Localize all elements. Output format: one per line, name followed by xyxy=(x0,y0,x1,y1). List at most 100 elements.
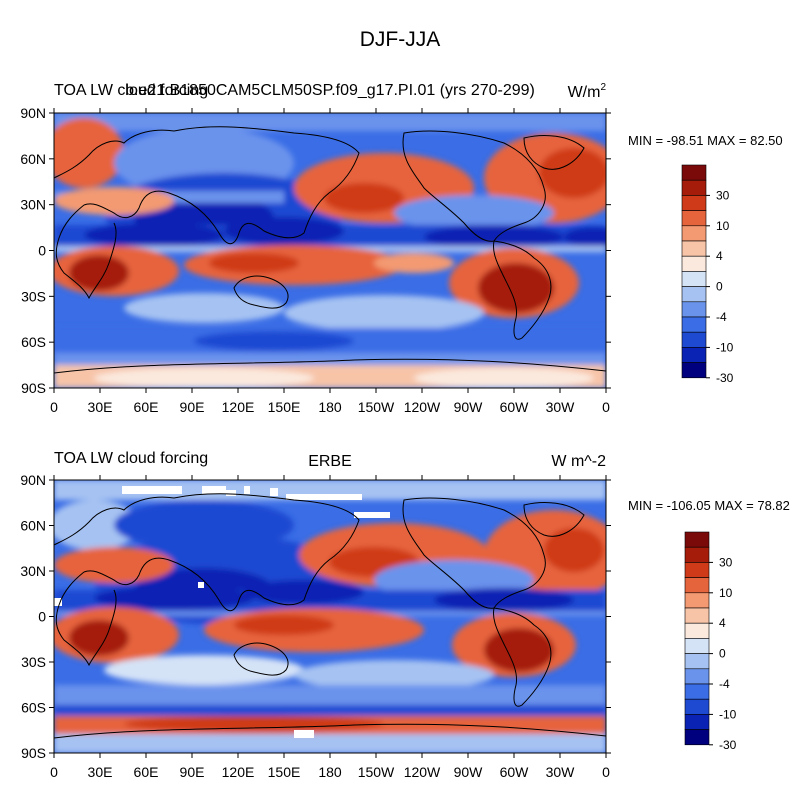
lon-label: 150W xyxy=(358,399,395,415)
lon-label: 30E xyxy=(88,399,113,415)
colorbar-swatch xyxy=(681,210,707,227)
lat-label: 30S xyxy=(21,288,46,304)
lat-label: 90N xyxy=(20,105,46,121)
figure-title: DJF-JJA xyxy=(360,28,441,51)
panel1-center-title: b.e21.B1850CAM5CLM50SP.f09_g17.PI.01 (yr… xyxy=(125,82,535,99)
lon-label: 150E xyxy=(268,764,301,780)
colorbar-label: -10 xyxy=(716,340,734,354)
colorbar-swatch xyxy=(681,362,707,379)
colorbar-swatch xyxy=(684,622,710,639)
colorbar-swatch xyxy=(684,577,710,594)
lat-label: 60N xyxy=(20,151,46,167)
colorbar-swatch xyxy=(681,179,707,196)
colorbar-label: 4 xyxy=(716,249,723,263)
colorbar-label: -4 xyxy=(719,677,730,691)
colorbar-label: 30 xyxy=(719,555,733,569)
lat-label: 0 xyxy=(38,609,46,625)
lat-label: 90S xyxy=(21,745,46,761)
panel1-stats: MIN = -98.51 MAX = 82.50 xyxy=(628,133,783,148)
panel1-colorbar: 30 10 4 0 -4 -10 -30 xyxy=(681,164,734,385)
panel-model: TOA LW cloud forcing b.e21.B1850CAM5CLM5… xyxy=(20,82,782,415)
lat-label: 60N xyxy=(20,518,46,534)
lon-label: 90W xyxy=(454,764,484,780)
colorbar-swatch xyxy=(684,546,710,563)
colorbar-label: 30 xyxy=(716,188,730,202)
lon-label: 120W xyxy=(404,399,441,415)
colorbar-swatch xyxy=(684,592,710,609)
lat-label: 60S xyxy=(21,700,46,716)
colorbar-swatch xyxy=(681,347,707,363)
colorbar-swatch xyxy=(684,668,710,685)
lon-label: 60W xyxy=(500,399,530,415)
lon-label: 90W xyxy=(454,399,484,415)
colorbar-label: -10 xyxy=(719,707,737,721)
panel2-map xyxy=(54,480,606,753)
colorbar-swatch xyxy=(681,331,707,348)
lon-label: 0 xyxy=(50,764,58,780)
colorbar-swatch xyxy=(684,531,710,548)
colorbar-label: 4 xyxy=(719,616,726,630)
lon-label: 120E xyxy=(222,764,255,780)
panel1-units: W/m2 xyxy=(568,82,607,101)
lat-label: 30N xyxy=(20,197,46,213)
colorbar-label: 10 xyxy=(719,586,733,600)
colorbar-swatch xyxy=(684,607,710,624)
lat-label: 30N xyxy=(20,563,46,579)
lon-label: 60E xyxy=(134,764,159,780)
colorbar-label: -4 xyxy=(716,310,727,324)
colorbar-label: -30 xyxy=(719,738,737,752)
lon-label: 0 xyxy=(50,399,58,415)
panel2-units: W m^-2 xyxy=(551,453,606,470)
colorbar-swatch xyxy=(684,638,710,654)
colorbar-swatch xyxy=(681,225,707,242)
lon-label: 0 xyxy=(602,764,610,780)
lon-label: 150W xyxy=(358,764,395,780)
colorbar-swatch xyxy=(681,164,707,181)
colorbar-swatch xyxy=(684,729,710,746)
lon-label: 0 xyxy=(602,399,610,415)
panel-observations: TOA LW cloud forcing ERBE W m^-2 xyxy=(20,450,790,780)
colorbar-swatch xyxy=(681,195,707,211)
lon-label: 30E xyxy=(88,764,113,780)
lon-label: 180 xyxy=(318,764,342,780)
lon-label: 90E xyxy=(180,764,205,780)
colorbar-swatch xyxy=(684,562,710,578)
lon-label: 120W xyxy=(404,764,441,780)
colorbar-label: 10 xyxy=(716,219,730,233)
colorbar-swatch xyxy=(681,286,707,303)
colorbar-swatch xyxy=(684,698,710,715)
panel2-colorbar: 30 10 4 0 -4 -10 -30 xyxy=(684,531,737,752)
panel2-left-title: TOA LW cloud forcing xyxy=(54,450,208,467)
lon-label: 180 xyxy=(318,399,342,415)
lon-label: 90E xyxy=(180,399,205,415)
lon-label: 60E xyxy=(134,399,159,415)
colorbar-label: 0 xyxy=(719,647,726,661)
lat-label: 90S xyxy=(21,380,46,396)
lon-label: 30W xyxy=(546,764,576,780)
colorbar-swatch xyxy=(681,271,707,287)
panel1-left-title: TOA LW cloud forcing xyxy=(54,82,208,99)
panel2-center-title: ERBE xyxy=(308,453,352,470)
lon-label: 30W xyxy=(546,399,576,415)
colorbar-swatch xyxy=(684,714,710,730)
colorbar-label: -30 xyxy=(716,371,734,385)
lat-label: 90N xyxy=(20,472,46,488)
lon-label: 150E xyxy=(268,399,301,415)
colorbar-swatch xyxy=(684,653,710,670)
lat-label: 0 xyxy=(38,243,46,259)
panel1-map xyxy=(54,113,606,388)
colorbar-swatch xyxy=(681,301,707,318)
lat-label: 60S xyxy=(21,334,46,350)
panel2-stats: MIN = -106.05 MAX = 78.82 xyxy=(628,498,790,513)
lon-label: 60W xyxy=(500,764,530,780)
colorbar-swatch xyxy=(684,683,710,700)
lat-label: 30S xyxy=(21,654,46,670)
colorbar-swatch xyxy=(681,255,707,272)
colorbar-swatch xyxy=(681,316,707,333)
lon-label: 120E xyxy=(222,399,255,415)
colorbar-swatch xyxy=(681,240,707,257)
colorbar-label: 0 xyxy=(716,280,723,294)
